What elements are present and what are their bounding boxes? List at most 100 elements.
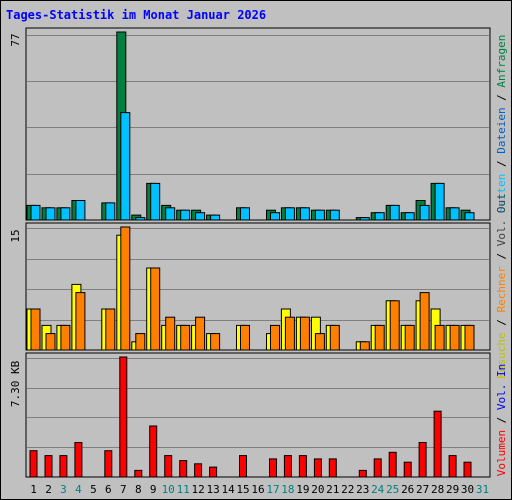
legend-top-part: / <box>495 154 508 174</box>
bar-volumen-17 <box>269 458 277 478</box>
bar-rechner-26 <box>404 324 415 351</box>
x-tick-label-9: 9 <box>150 483 157 496</box>
bar-volumen-28 <box>433 410 442 478</box>
legend-top-part: Dateien <box>495 107 508 153</box>
bar-dateien-1 <box>30 204 41 221</box>
x-tick-label-10: 10 <box>162 483 175 496</box>
bar-volumen-7 <box>119 356 128 478</box>
panel-top <box>25 27 491 221</box>
bar-dateien-11 <box>180 209 191 221</box>
bar-rechner-19 <box>299 316 310 351</box>
x-tick-label-12: 12 <box>191 483 204 496</box>
legend-top-part: Anfragen <box>495 35 508 88</box>
x-tick-label-30: 30 <box>461 483 474 496</box>
x-tick-label-8: 8 <box>135 483 142 496</box>
legend-top: Seiten / Dateien / Anfragen <box>495 35 508 214</box>
bar-volumen-25 <box>388 451 397 478</box>
legend-middle-part: / <box>495 312 508 332</box>
bar-rechner-13 <box>210 333 221 351</box>
legend-bottom: Volumen / Vol. In <box>495 364 508 477</box>
panel-bottom <box>25 352 491 478</box>
y-max-label-middle: 15 <box>9 229 22 242</box>
x-tick-label-31: 31 <box>476 483 489 496</box>
legend-bottom-part: Vol. In <box>495 364 508 410</box>
x-tick-label-18: 18 <box>281 483 294 496</box>
bar-rechner-21 <box>329 324 340 351</box>
bar-volumen-9 <box>149 425 158 478</box>
bar-volumen-12 <box>194 463 203 478</box>
x-tick-label-28: 28 <box>431 483 444 496</box>
legend-bottom-part: / <box>495 410 508 430</box>
bar-dateien-9 <box>150 182 161 221</box>
bar-dateien-29 <box>449 207 460 221</box>
bar-dateien-7 <box>120 112 131 221</box>
legend-middle-part: Besuche <box>495 332 508 378</box>
bar-rechner-12 <box>195 316 206 351</box>
x-tick-label-22: 22 <box>341 483 354 496</box>
bar-volumen-29 <box>448 455 457 478</box>
x-tick-label-24: 24 <box>371 483 385 496</box>
x-tick-label-14: 14 <box>221 483 235 496</box>
bar-rechner-8 <box>135 333 146 351</box>
bar-rechner-1 <box>30 308 41 351</box>
legend-top-part: / <box>495 88 508 108</box>
legend-middle-part: Rechner <box>495 266 508 313</box>
bar-dateien-3 <box>60 207 71 221</box>
bar-volumen-6 <box>104 450 113 478</box>
legend-middle-part: / <box>495 246 508 266</box>
x-tick-label-2: 2 <box>45 483 52 496</box>
x-tick-label-15: 15 <box>236 483 249 496</box>
x-tick-label-7: 7 <box>120 483 127 496</box>
bar-rechner-9 <box>150 267 161 351</box>
y-max-label-top: 77 <box>9 33 22 46</box>
legend-top-part: Seiten <box>495 174 508 214</box>
chart-title: Tages-Statistik im Monat Januar 2026 <box>6 8 266 22</box>
bar-dateien-30 <box>464 212 475 221</box>
bar-dateien-24 <box>374 212 385 221</box>
legend-middle-part: Vol. Out <box>495 193 508 246</box>
x-tick-label-25: 25 <box>386 483 399 496</box>
x-tick-label-13: 13 <box>206 483 219 496</box>
bar-rechner-2 <box>45 333 56 351</box>
x-tick-label-1: 1 <box>30 483 37 496</box>
bar-dateien-19 <box>299 207 310 221</box>
x-tick-label-16: 16 <box>251 483 264 496</box>
bar-rechner-10 <box>165 316 176 351</box>
bar-volumen-13 <box>209 466 218 478</box>
bar-rechner-30 <box>464 324 475 351</box>
bar-rechner-11 <box>180 324 191 351</box>
y-max-label-bottom: 7.30 KB <box>9 360 22 407</box>
bar-volumen-18 <box>283 455 292 478</box>
x-tick-label-27: 27 <box>416 483 429 496</box>
bar-rechner-27 <box>419 292 430 351</box>
x-tick-label-3: 3 <box>60 483 67 496</box>
bar-rechner-6 <box>105 308 116 351</box>
bar-rechner-18 <box>284 316 295 351</box>
bar-dateien-8 <box>135 217 146 221</box>
legend-bottom-part: Volumen <box>495 430 508 476</box>
bar-rechner-29 <box>449 324 460 351</box>
bar-dateien-12 <box>195 212 206 221</box>
bar-rechner-24 <box>374 324 385 351</box>
bar-volumen-8 <box>134 469 143 478</box>
bar-dateien-28 <box>434 182 445 221</box>
x-tick-label-6: 6 <box>105 483 112 496</box>
bar-volumen-23 <box>358 469 367 478</box>
x-tick-label-21: 21 <box>326 483 339 496</box>
bar-volumen-19 <box>298 455 307 478</box>
bar-dateien-20 <box>314 209 325 221</box>
bar-dateien-25 <box>389 204 400 221</box>
bar-rechner-15 <box>240 324 250 351</box>
bar-dateien-10 <box>165 207 176 221</box>
x-tick-label-20: 20 <box>311 483 324 496</box>
bar-dateien-26 <box>404 212 415 221</box>
bar-volumen-10 <box>164 455 173 478</box>
x-tick-label-5: 5 <box>90 483 97 496</box>
bar-rechner-23 <box>359 341 370 351</box>
bar-rechner-20 <box>314 333 325 351</box>
bar-dateien-4 <box>75 200 86 221</box>
x-tick-label-29: 29 <box>446 483 459 496</box>
bar-volumen-2 <box>44 455 53 478</box>
bar-volumen-4 <box>74 442 83 478</box>
